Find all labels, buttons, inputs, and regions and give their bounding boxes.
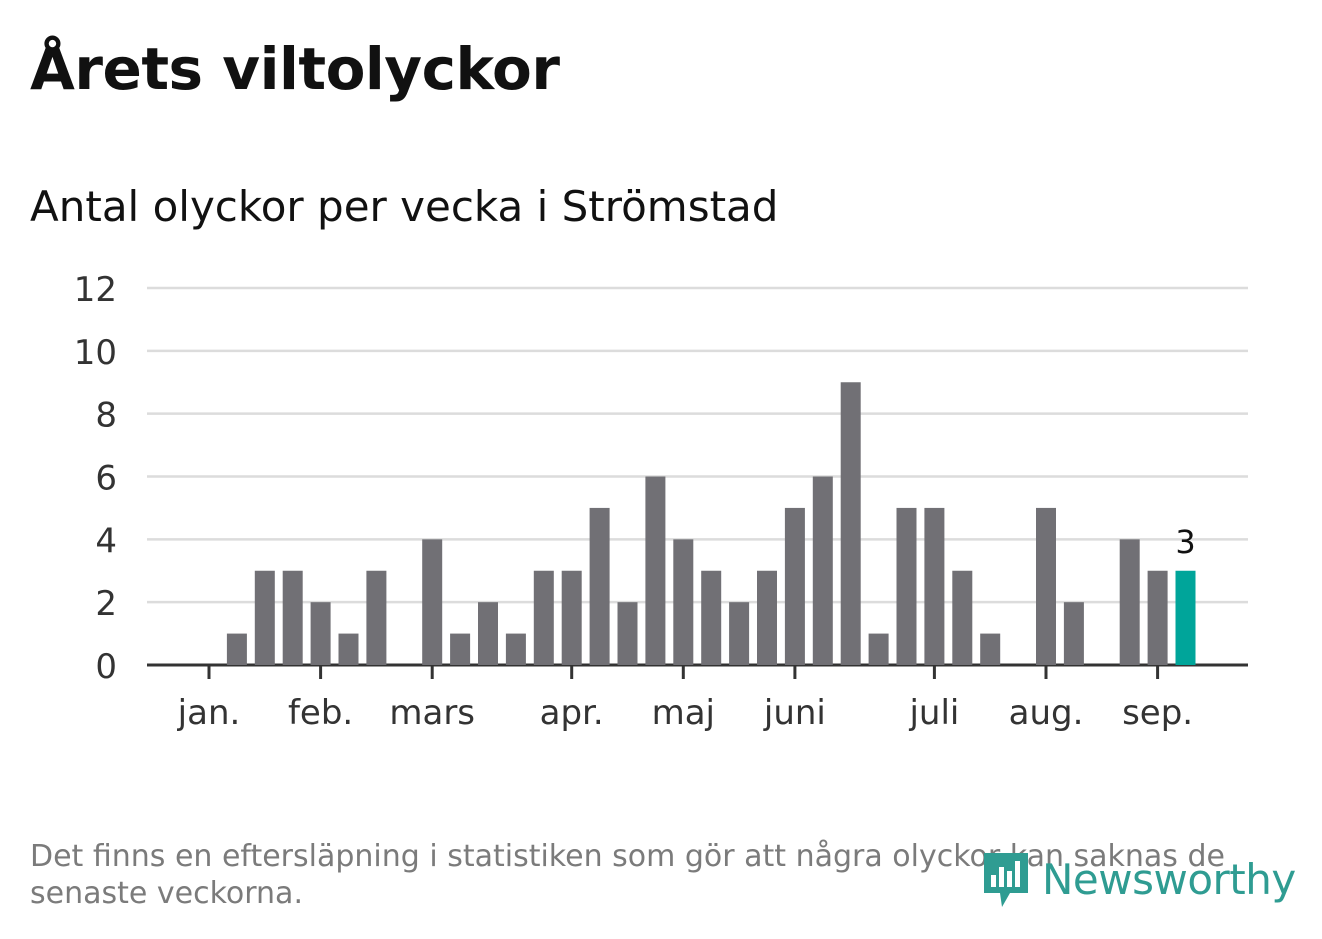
bar — [310, 602, 331, 665]
bar — [701, 570, 722, 665]
bar — [896, 507, 917, 665]
bar — [589, 507, 610, 665]
bar — [673, 539, 694, 665]
logo-text: Newsworthy — [1042, 854, 1296, 904]
bar-highlight — [1175, 570, 1196, 665]
bar — [729, 602, 750, 665]
bar — [757, 570, 777, 665]
newsworthy-logo: Newsworthy — [980, 848, 1300, 910]
bar — [840, 382, 861, 665]
bar — [868, 633, 889, 665]
bar — [617, 602, 638, 665]
bar — [784, 507, 805, 665]
bar — [1147, 570, 1168, 665]
y-tick-label: 8 — [95, 396, 117, 436]
bar — [924, 507, 945, 665]
bar — [282, 570, 303, 665]
bar — [812, 476, 833, 665]
x-tick-label: sep. — [1122, 693, 1193, 733]
bar-chart: 0 2 4 6 8 10 12 3 jan. feb. mars apr. maj juni juli aug… — [74, 270, 1248, 733]
x-tick-label: maj — [652, 693, 715, 733]
labels: 0 2 4 6 8 10 12 3 jan. feb. mars apr. maj juni juli aug… — [74, 270, 1196, 733]
bar — [226, 633, 247, 665]
bar — [980, 633, 1001, 665]
bar — [450, 633, 471, 665]
bar — [645, 476, 666, 665]
bar — [254, 570, 275, 665]
bar — [1119, 539, 1140, 665]
y-tick-label: 0 — [95, 647, 117, 687]
y-tick-label: 10 — [74, 333, 117, 373]
bar — [366, 570, 387, 665]
bar — [1036, 507, 1056, 665]
y-tick-label: 12 — [74, 270, 117, 310]
x-tick-label: mars — [389, 693, 475, 733]
bar — [533, 570, 554, 665]
highlight-data-label: 3 — [1175, 523, 1195, 561]
bar — [422, 539, 443, 665]
bar — [952, 570, 973, 665]
y-tick-label: 4 — [95, 521, 117, 561]
x-tick-label: apr. — [540, 693, 604, 733]
x-tick-label: juni — [763, 693, 826, 733]
bar — [1063, 602, 1084, 665]
chart-title: Årets viltolyckor — [30, 35, 560, 103]
bar — [505, 633, 526, 665]
x-tick-label: aug. — [1009, 693, 1084, 733]
bar — [561, 570, 582, 665]
chart-subtitle: Antal olyckor per vecka i Strömstad — [30, 182, 779, 231]
x-tick-label: juli — [908, 693, 959, 733]
bars — [226, 382, 1196, 665]
x-tick-label: jan. — [177, 693, 241, 733]
bar-chart-speech-bubble-icon — [984, 853, 1028, 907]
y-tick-label: 2 — [95, 584, 117, 624]
y-tick-label: 6 — [95, 459, 117, 499]
bar — [338, 633, 359, 665]
bar — [478, 602, 498, 665]
x-tick-label: feb. — [288, 693, 353, 733]
